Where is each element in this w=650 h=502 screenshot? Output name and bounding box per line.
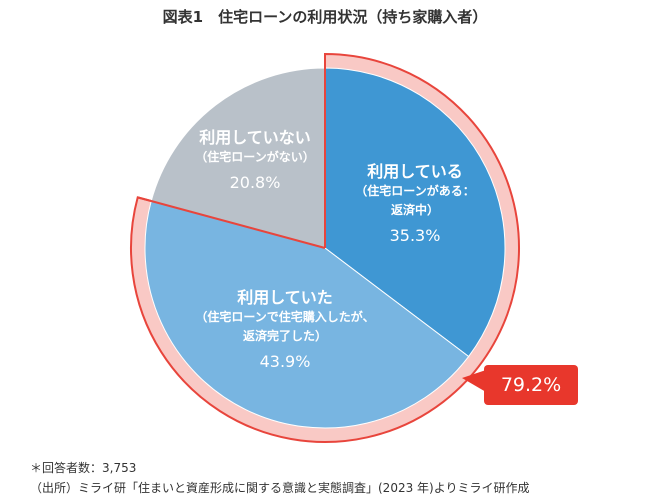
slice-label-sub: （住宅ローンで住宅購入したが、 xyxy=(195,310,375,324)
source-note: （出所）ミライ研「住まいと資産形成に関する意識と実態調査」(2023 年)よりミ… xyxy=(30,481,530,495)
slice-label-sub2: 返済完了した） xyxy=(242,329,327,344)
slice-value: 35.3% xyxy=(389,226,441,246)
slice-label-using: 利用している （住宅ローンがある： 返済中） 35.3% xyxy=(330,162,500,246)
slice-label-used: 利用していた （住宅ローンで住宅購入したが、 返済完了した） 43.9% xyxy=(170,288,400,372)
highlight-callout: 79.2% xyxy=(484,365,578,405)
slice-value: 43.9% xyxy=(259,352,311,372)
slice-label-not-using: 利用していない （住宅ローンがない） 20.8% xyxy=(180,128,330,193)
respondents-note: ＊回答者数：3,753 xyxy=(30,461,137,475)
slice-label-main: 利用していた xyxy=(237,288,333,307)
pie-slice-1 xyxy=(144,200,470,429)
highlight-edge-end xyxy=(137,196,326,249)
slice-label-main: 利用している xyxy=(367,162,463,181)
slice-value: 20.8% xyxy=(229,173,281,193)
slice-label-sub: （住宅ローンがある： xyxy=(355,184,475,198)
slice-label-sub: （住宅ローンがない） xyxy=(195,150,315,164)
slice-label-sub2: 返済中） xyxy=(390,203,439,218)
chart-title: 図表1 住宅ローンの利用状況（持ち家購入者） xyxy=(162,8,488,26)
callout-pointer xyxy=(462,370,486,392)
pie-slice-0 xyxy=(324,67,506,358)
pie-slice-2 xyxy=(150,67,326,249)
slice-label-main: 利用していない xyxy=(199,128,311,147)
